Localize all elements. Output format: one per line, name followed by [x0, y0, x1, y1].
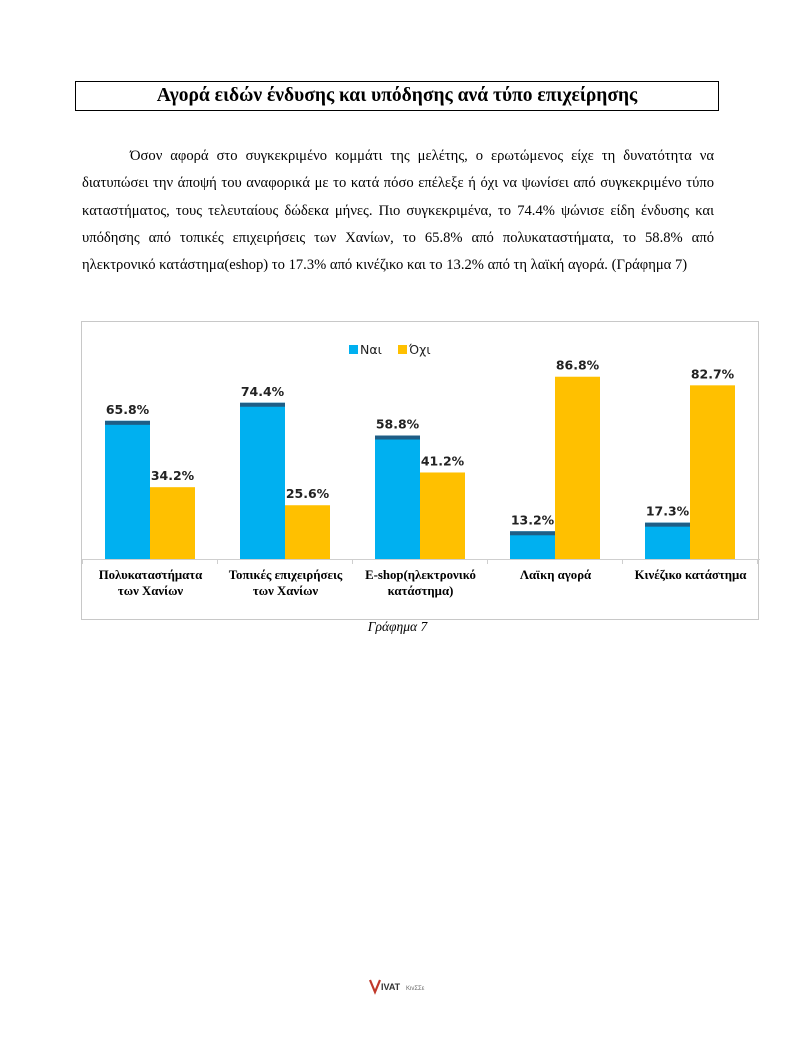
bar-no [150, 487, 195, 559]
legend-swatch [349, 345, 358, 354]
data-label: 17.3% [646, 504, 690, 519]
legend-swatch [398, 345, 407, 354]
data-label: 86.8% [556, 358, 600, 373]
data-label: 65.8% [106, 402, 150, 417]
bar-chart: 65.8% 74.4% 58.8% 13.2% 17.3% 34.2% 25.6% 41.2%… [81, 321, 760, 620]
data-label: 13.2% [511, 512, 555, 527]
bar-top-highlight [105, 420, 150, 425]
category-label: των Χανίων [118, 584, 184, 598]
legend-label: Ναι [360, 342, 382, 357]
data-label: 74.4% [241, 384, 285, 399]
bar-no [555, 376, 600, 559]
bar-no [420, 472, 465, 559]
bar-top-highlight [375, 435, 420, 440]
vivat-logo: IVAT KινΣΣε [368, 979, 425, 995]
bar-no [690, 385, 735, 559]
section-heading-box: Αγορά ειδών ένδυσης και υπόδησης ανά τύπ… [75, 81, 719, 111]
category-label: Κινέζικο κατάστημα [635, 568, 748, 582]
bar-yes [510, 531, 555, 559]
bar-yes [105, 420, 150, 559]
svg-text:KινΣΣε: KινΣΣε [406, 986, 425, 992]
category-label: Πολυκαταστήματα [99, 568, 203, 582]
bar-yes [240, 402, 285, 559]
category-label: των Χανίων [253, 584, 319, 598]
category-label: Τοπικές επιχειρήσεις [229, 568, 343, 582]
data-label: 41.2% [421, 453, 465, 468]
body-paragraph: Όσον αφορά στο συγκεκριμένο κομμάτι της … [82, 143, 714, 279]
legend-label: Όχι [408, 342, 431, 357]
bar-top-highlight [510, 531, 555, 536]
figure-caption: Γράφημα 7 [367, 619, 428, 634]
bar-top-highlight [240, 402, 285, 407]
svg-text:IVAT: IVAT [381, 982, 401, 992]
category-label: E-shop(ηλεκτρονικό [365, 568, 476, 582]
category-label: Λαϊκη αγορά [520, 568, 592, 582]
data-label: 25.6% [286, 486, 330, 501]
body-paragraph-text: Όσον αφορά στο συγκεκριμένο κομμάτι της … [82, 148, 714, 274]
bar-top-highlight [645, 522, 690, 527]
bar-yes [375, 435, 420, 559]
data-label: 58.8% [376, 417, 420, 432]
category-label: κατάστημα) [388, 584, 454, 598]
bar-yes [645, 522, 690, 559]
data-label: 34.2% [151, 468, 195, 483]
section-heading: Αγορά ειδών ένδυσης και υπόδησης ανά τύπ… [156, 85, 638, 106]
bar-no [285, 505, 330, 559]
bar-chart-svg: 65.8% 74.4% 58.8% 13.2% 17.3% 34.2% 25.6% 41.2%… [82, 342, 760, 598]
data-label: 82.7% [691, 366, 735, 381]
